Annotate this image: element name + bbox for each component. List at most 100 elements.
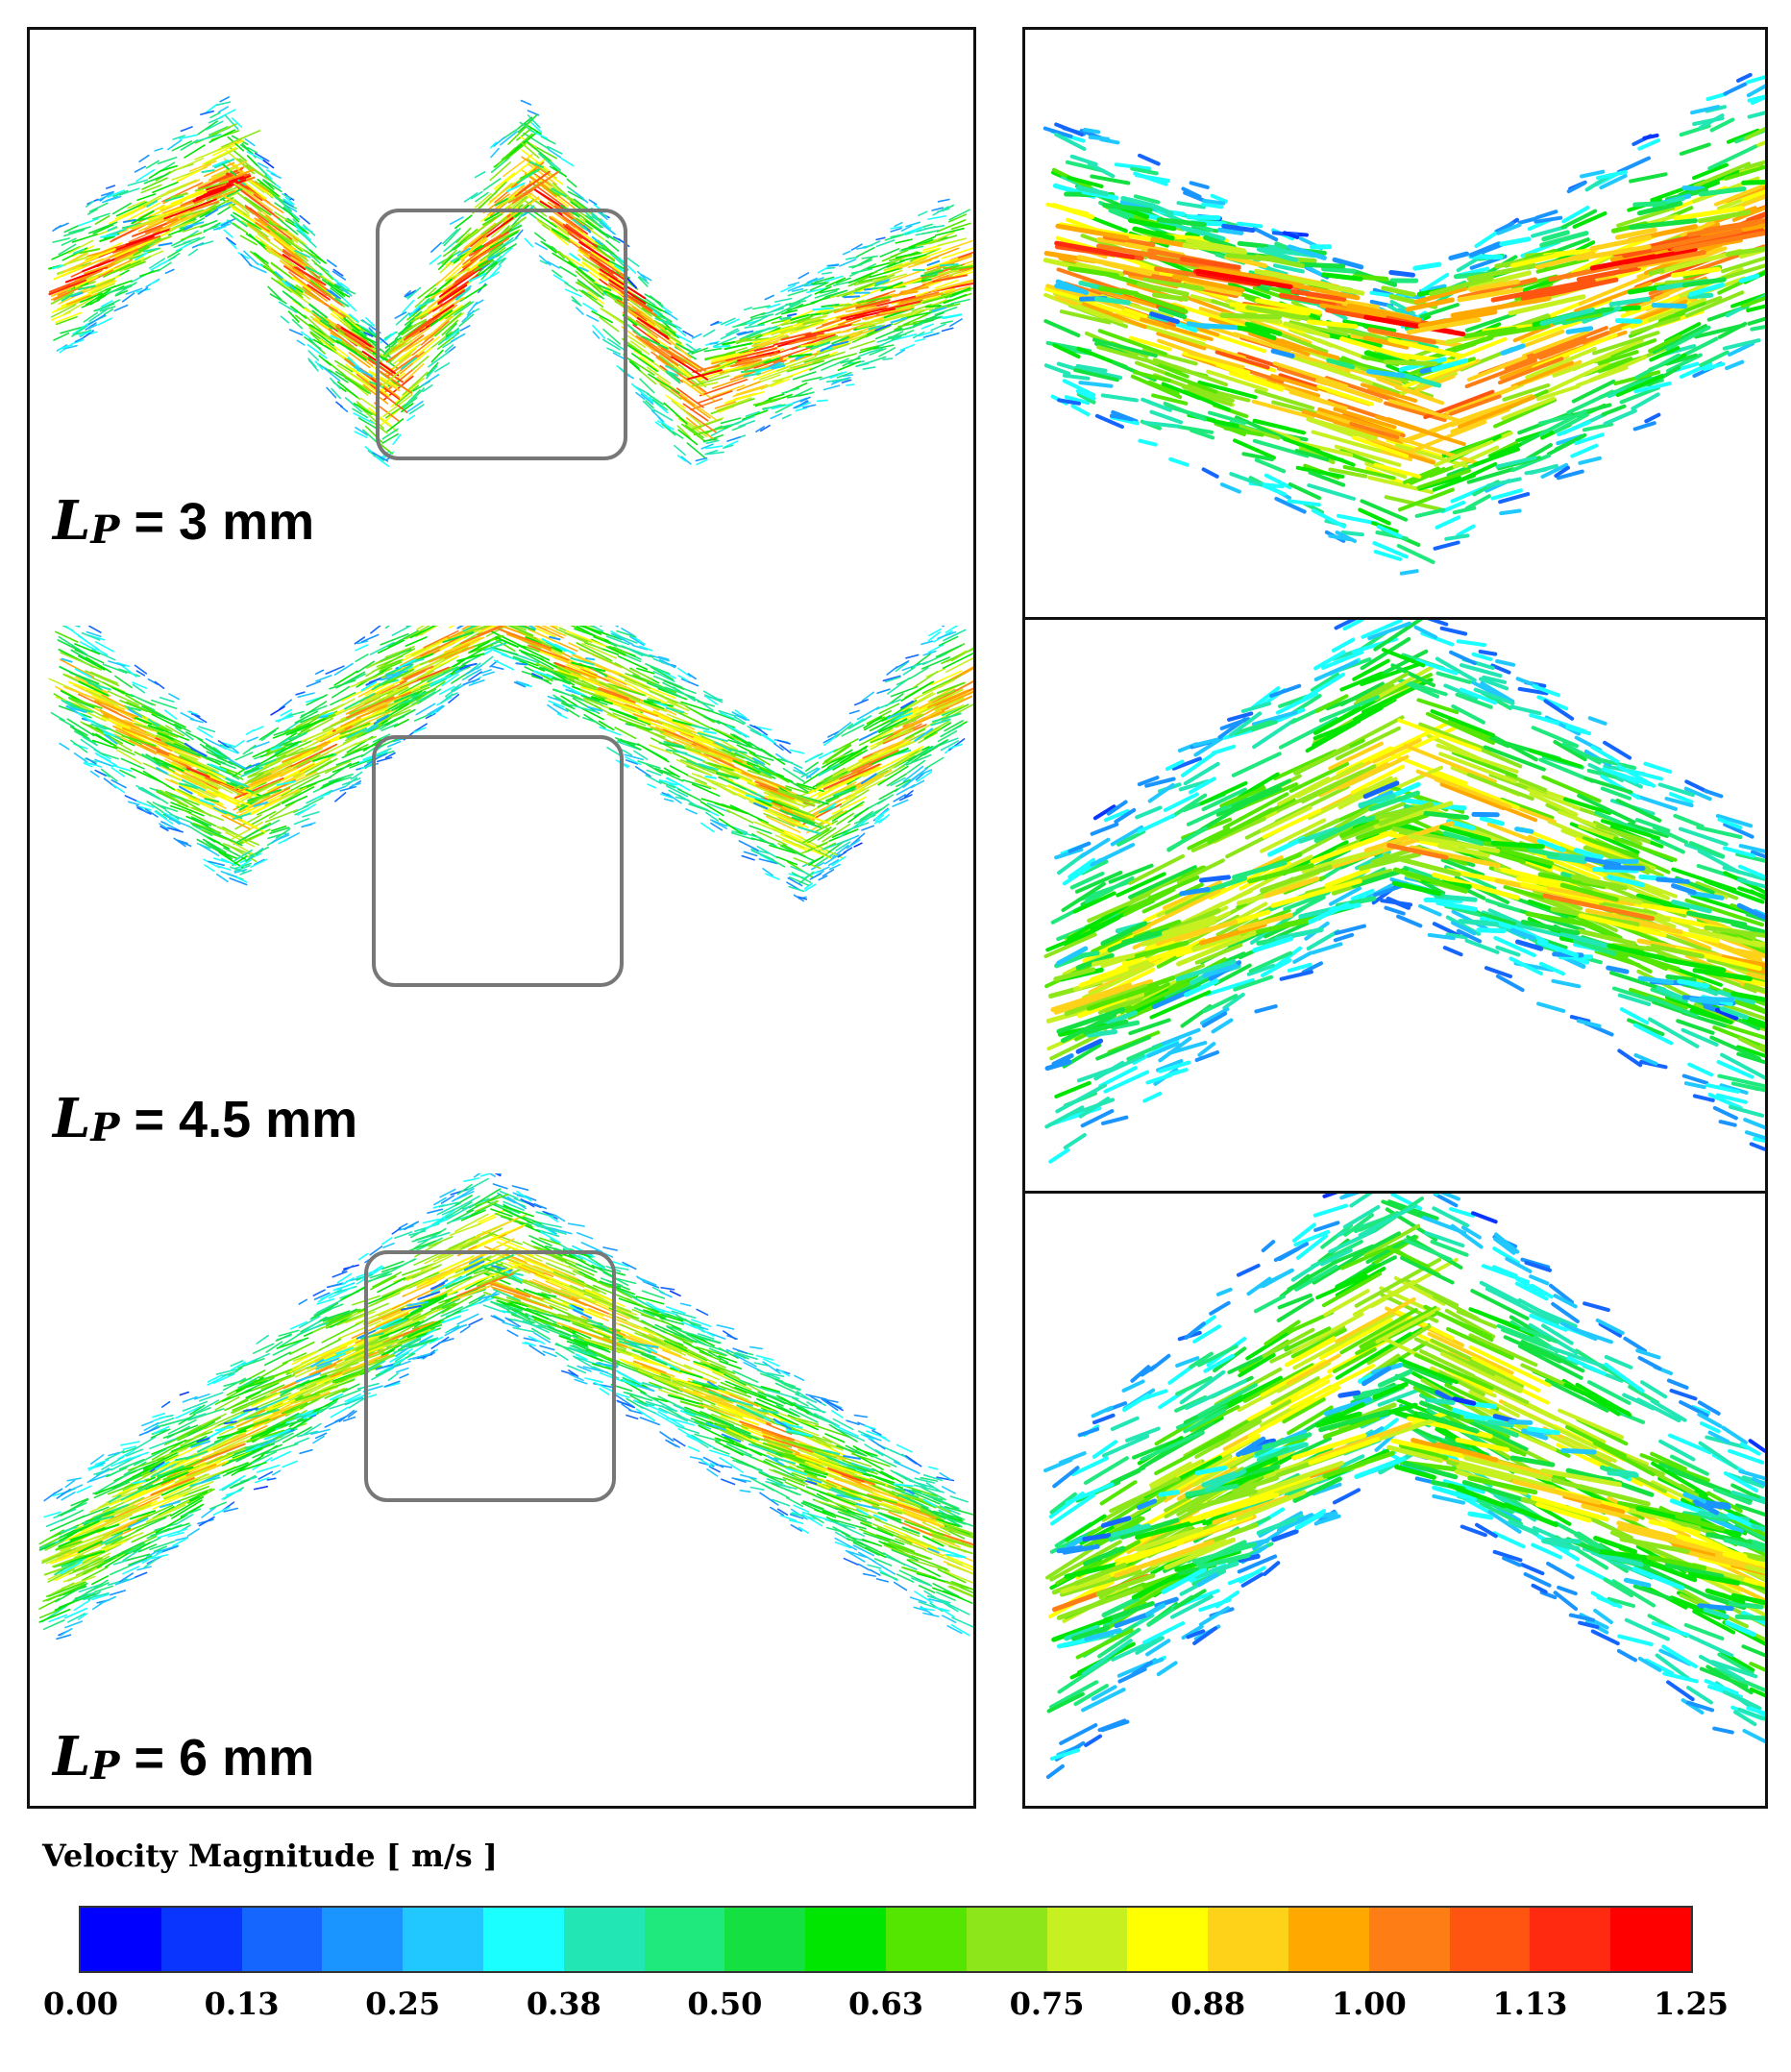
velocity-vector <box>146 801 163 813</box>
velocity-vector <box>135 670 146 677</box>
velocity-vector <box>378 737 400 749</box>
velocity-vector <box>338 1410 356 1423</box>
velocity-vector <box>920 269 944 278</box>
velocity-vector <box>793 894 805 902</box>
velocity-vector <box>410 691 427 699</box>
velocity-vector <box>774 834 805 849</box>
velocity-vector <box>814 342 850 357</box>
velocity-vector <box>944 703 969 718</box>
velocity-vector <box>791 1396 809 1407</box>
velocity-vector <box>658 1407 689 1422</box>
velocity-vector <box>936 681 966 695</box>
velocity-vector <box>151 1554 169 1560</box>
velocity-vector <box>873 261 896 273</box>
velocity-vector <box>134 723 179 738</box>
velocity-vector <box>873 816 889 825</box>
velocity-vector <box>627 722 650 731</box>
velocity-vector <box>105 1449 125 1461</box>
velocity-vector <box>820 287 840 294</box>
velocity-vector <box>107 226 118 232</box>
velocity-vector <box>266 169 277 176</box>
velocity-vector <box>355 644 369 652</box>
velocity-vector <box>814 1413 836 1426</box>
velocity-vector <box>931 307 947 312</box>
velocity-vector <box>776 855 798 866</box>
velocity-vector <box>915 701 946 716</box>
velocity-vector <box>536 1228 560 1238</box>
velocity-vector <box>515 128 532 141</box>
velocity-vector <box>571 661 606 673</box>
velocity-vector <box>592 331 601 339</box>
velocity-vector <box>146 200 159 208</box>
velocity-vector <box>477 237 510 259</box>
velocity-vector <box>855 246 875 258</box>
velocity-vector <box>90 723 107 730</box>
velocity-vector <box>517 116 533 130</box>
velocity-vector <box>263 179 282 193</box>
velocity-vector <box>283 204 298 212</box>
velocity-vector <box>605 645 626 655</box>
velocity-vector <box>925 305 942 308</box>
velocity-vector <box>642 400 655 413</box>
velocity-vector <box>792 371 817 381</box>
velocity-vector <box>182 223 209 233</box>
velocity-vector <box>670 367 707 393</box>
velocity-vector <box>77 654 106 671</box>
velocity-vector <box>314 1432 328 1440</box>
zoom-region-frame <box>376 209 627 460</box>
velocity-vector <box>429 674 452 686</box>
velocity-vector <box>479 1173 493 1177</box>
velocity-vector <box>402 299 415 314</box>
velocity-vector <box>737 794 766 807</box>
velocity-vector <box>342 374 372 395</box>
velocity-vector <box>308 326 335 344</box>
velocity-vector <box>90 275 121 288</box>
velocity-vector <box>660 347 684 363</box>
velocity-vector <box>359 407 385 430</box>
velocity-vector <box>552 183 574 201</box>
velocity-vector <box>591 696 613 705</box>
velocity-vector <box>220 168 255 183</box>
velocity-vector <box>431 1256 473 1276</box>
velocity-vector <box>649 690 688 707</box>
velocity-vector <box>394 384 420 407</box>
velocity-vector <box>38 1536 62 1549</box>
velocity-vector <box>73 730 96 745</box>
velocity-vector <box>111 687 134 698</box>
velocity-vector <box>724 318 740 327</box>
velocity-vector <box>627 316 651 333</box>
velocity-vector <box>933 269 960 277</box>
velocity-vector <box>155 810 167 820</box>
velocity-vector <box>282 280 289 287</box>
velocity-vector <box>294 710 319 724</box>
velocity-vector <box>665 1339 707 1360</box>
velocity-vector <box>527 644 570 661</box>
velocity-vector <box>709 819 727 827</box>
velocity-vector <box>518 659 546 672</box>
velocity-vector <box>716 772 739 779</box>
velocity-vector <box>802 826 832 844</box>
velocity-vector <box>578 289 604 308</box>
velocity-vector <box>883 262 903 271</box>
velocity-vector <box>579 667 609 682</box>
velocity-vector <box>920 311 945 323</box>
velocity-vector <box>665 394 686 409</box>
velocity-vector <box>294 314 315 331</box>
velocity-vector <box>398 348 417 363</box>
velocity-vector <box>199 799 215 806</box>
velocity-vector <box>607 337 626 352</box>
velocity-vector <box>205 745 231 760</box>
velocity-vector <box>760 1386 781 1394</box>
velocity-vector <box>383 648 416 666</box>
velocity-vector <box>404 332 434 352</box>
velocity-vector <box>890 317 908 324</box>
velocity-vector <box>944 1505 973 1516</box>
velocity-vector <box>653 320 676 333</box>
velocity-vector <box>360 319 373 327</box>
velocity-vector <box>498 258 507 266</box>
velocity-vector <box>276 740 312 757</box>
velocity-vector <box>834 1537 858 1551</box>
velocity-vector <box>750 837 774 846</box>
velocity-vector <box>64 265 109 284</box>
velocity-vector <box>922 650 937 656</box>
